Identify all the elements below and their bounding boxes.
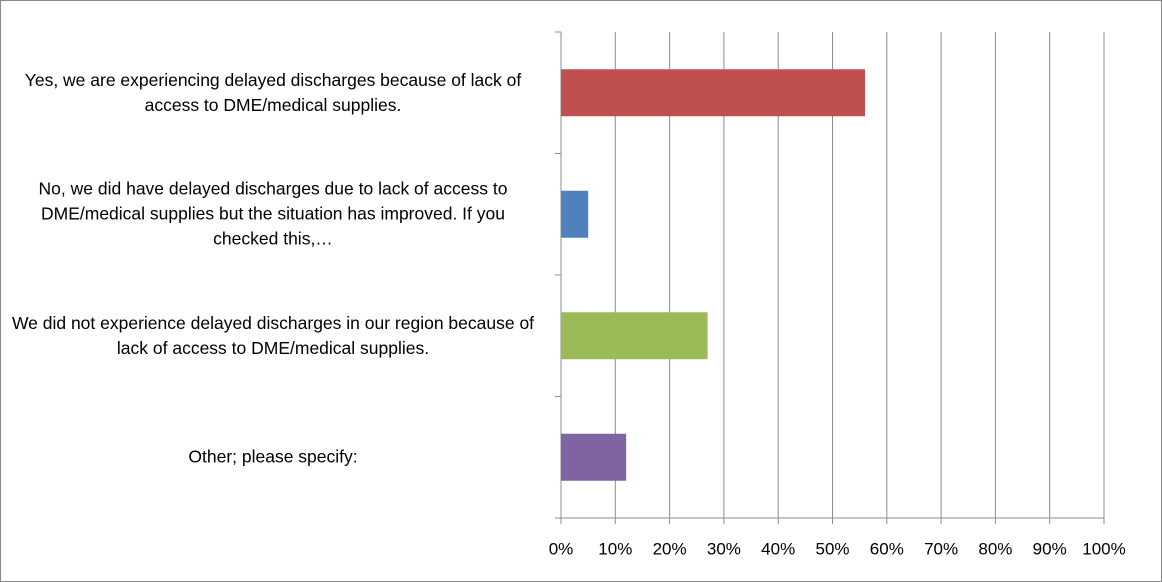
x-tick-label: 30% — [707, 539, 741, 558]
y-tick-label: Yes, we are experiencing delayed dischar… — [24, 69, 522, 115]
x-tick-label: 90% — [1033, 539, 1067, 558]
y-tick-label: Other; please specify: — [188, 446, 358, 467]
bar — [561, 69, 866, 117]
x-tick-label: 20% — [653, 539, 687, 558]
bar — [561, 312, 708, 360]
bar — [561, 433, 627, 481]
x-tick-label: 80% — [978, 539, 1012, 558]
bar — [561, 190, 589, 238]
x-tick-label: 60% — [870, 539, 904, 558]
x-tick-label: 100% — [1082, 539, 1125, 558]
x-tick-label: 40% — [761, 539, 795, 558]
x-tick-label: 0% — [549, 539, 574, 558]
x-tick-label: 10% — [598, 539, 632, 558]
y-tick-label: We did not experience delayed discharges… — [11, 312, 535, 358]
x-tick-label: 50% — [815, 539, 849, 558]
y-tick-label: No, we did have delayed discharges due t… — [38, 178, 508, 249]
x-tick-label: 70% — [924, 539, 958, 558]
